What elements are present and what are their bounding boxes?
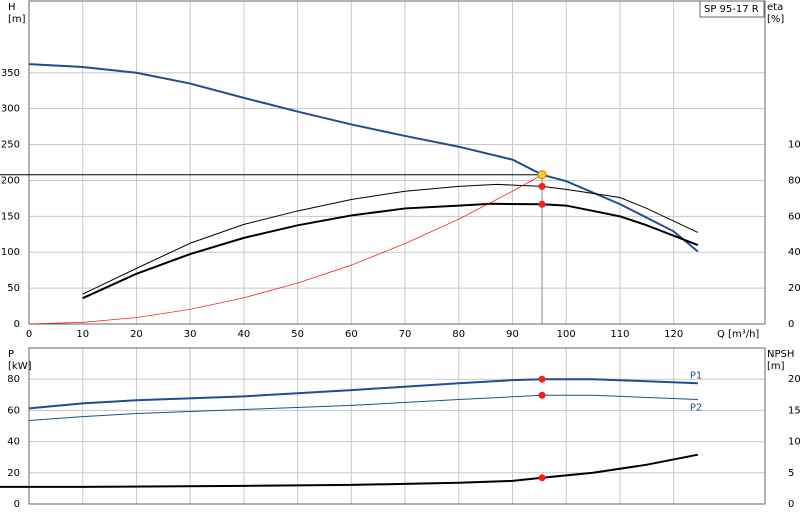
duty-marker: [538, 391, 546, 399]
y-tick-label: 350: [1, 68, 20, 79]
x-tick-label: 30: [184, 329, 197, 340]
curve: [82, 183, 699, 295]
x-tick-label: 80: [452, 329, 465, 340]
x-tick-label: 20: [130, 329, 143, 340]
y-axis-label: P: [8, 349, 14, 360]
y-tick-label: 250: [1, 140, 20, 151]
curve: [28, 174, 543, 325]
y2-axis-label: [m]: [767, 361, 785, 372]
chart-title: SP 95-17 R: [704, 4, 759, 15]
y2-tick-label: 20: [788, 283, 800, 294]
x-axis-label: Q [m³/h]: [717, 329, 759, 340]
x-tick-label: 100: [557, 329, 576, 340]
curve: [28, 394, 698, 422]
plot-frame: [28, 347, 766, 505]
y-tick-label: 60: [7, 405, 20, 416]
x-tick-label: 90: [506, 329, 519, 340]
y-tick-label: 20: [7, 468, 20, 479]
y2-tick-label: 60: [788, 211, 800, 222]
x-tick-label: 0: [26, 329, 32, 340]
title-box: [699, 0, 765, 18]
y2-tick-label: 5: [788, 468, 794, 479]
y2-tick-label: 0: [788, 319, 794, 330]
y2-axis-label: [%]: [767, 14, 784, 25]
series-label: P2: [690, 402, 702, 413]
curve: [82, 453, 699, 488]
y2-axis-label: NPSH: [767, 349, 794, 360]
y-tick-label: 150: [1, 211, 20, 222]
plot-frame: [28, 0, 766, 325]
x-tick-label: 10: [76, 329, 89, 340]
x-tick-label: 70: [399, 329, 412, 340]
y-axis-label: [m]: [8, 14, 26, 25]
y-tick-label: 100: [1, 247, 20, 258]
x-tick-label: 120: [664, 329, 683, 340]
y-axis-label: H: [8, 2, 16, 13]
curve: [28, 63, 699, 253]
y2-tick-label: 80: [788, 175, 800, 186]
x-tick-label: 60: [345, 329, 358, 340]
x-tick-label: 110: [610, 329, 629, 340]
y2-tick-label: 0: [788, 499, 794, 510]
duty-marker: [538, 474, 546, 482]
y-tick-label: 300: [1, 104, 20, 115]
y2-axis-label: eta: [767, 2, 783, 13]
x-tick-label: 50: [291, 329, 304, 340]
y-tick-label: 40: [7, 437, 20, 448]
x-tick-label: 40: [238, 329, 251, 340]
duty-point: [537, 170, 547, 180]
duty-marker: [538, 375, 546, 383]
y-tick-label: 80: [7, 374, 20, 385]
y-tick-label: 0: [14, 499, 20, 510]
duty-marker: [538, 182, 546, 190]
y2-tick-label: 40: [788, 247, 800, 258]
y-tick-label: 200: [1, 175, 20, 186]
y2-tick-label: 20: [788, 374, 800, 385]
y-axis-label: [kW]: [8, 361, 32, 372]
y2-tick-label: 15: [788, 405, 800, 416]
curve: [82, 202, 699, 300]
y-tick-label: 0: [14, 319, 20, 330]
curve: [28, 378, 698, 410]
y2-tick-label: 100: [788, 140, 800, 151]
y2-tick-label: 10: [788, 437, 800, 448]
series-label: P1: [690, 370, 702, 381]
y-tick-label: 50: [7, 283, 20, 294]
duty-marker: [538, 200, 546, 208]
